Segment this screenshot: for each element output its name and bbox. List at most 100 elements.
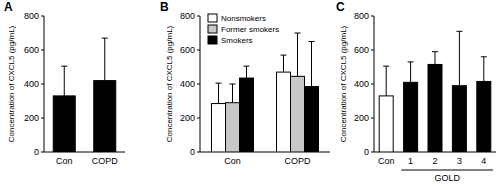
y-tick-label: 400 <box>24 79 39 89</box>
error-cap <box>216 83 222 84</box>
error-cap <box>456 31 462 32</box>
error-cap <box>295 33 301 34</box>
error-line <box>410 62 411 82</box>
y-tick-label: 200 <box>24 113 39 123</box>
error-line <box>459 31 460 85</box>
y-tick-label: 400 <box>180 79 195 89</box>
error-cap <box>244 66 250 67</box>
error-bar <box>61 66 67 96</box>
panel: C Concentration of CXCL5 (pg/mL) 0 200 400 60… <box>336 0 496 183</box>
y-tick-label: 0 <box>364 147 369 157</box>
y-tick-label: 600 <box>354 45 369 55</box>
legend-swatch <box>208 36 217 44</box>
y-tick <box>197 16 200 17</box>
x-tick-label: COPD <box>92 156 119 166</box>
y-tick <box>371 84 374 85</box>
legend-swatch <box>208 14 217 22</box>
y-tick-label: 0 <box>34 147 39 157</box>
y-axis-label: Concentration of CXCL5 (pg/mL) <box>339 25 348 142</box>
bar <box>212 104 226 152</box>
bar <box>291 76 305 152</box>
panel-label: A <box>4 0 13 14</box>
error-bar <box>216 83 222 103</box>
legend-label: Former smokers <box>221 25 279 34</box>
y-tick <box>371 152 374 153</box>
y-tick <box>41 118 44 119</box>
panel: B Concentration of CXCL5 (pg/mL) 0 200 400 60… <box>160 0 330 166</box>
x-tick-label: Con <box>378 156 395 166</box>
error-cap <box>408 61 414 62</box>
y-axis-label: Concentration of CXCL5 (pg/mL) <box>165 25 174 142</box>
bar <box>452 86 466 152</box>
error-bar <box>309 42 315 87</box>
error-line <box>246 66 247 78</box>
error-line <box>104 38 105 81</box>
error-bar <box>295 33 301 76</box>
error-cap <box>383 66 389 67</box>
bar <box>305 87 319 152</box>
error-line <box>64 66 65 96</box>
error-bar <box>244 66 250 78</box>
legend-swatch <box>208 25 217 33</box>
bar <box>53 96 75 152</box>
x-tick-label: Con <box>56 156 73 166</box>
legend: Nonsmokers Former smokers Smokers <box>208 14 279 45</box>
bar <box>477 81 491 152</box>
panel-label: B <box>160 0 169 14</box>
y-tick <box>371 118 374 119</box>
x-tick-label: COPD <box>284 156 311 166</box>
bar <box>94 81 116 152</box>
legend-label: Smokers <box>221 36 253 45</box>
y-tick <box>41 84 44 85</box>
error-line <box>232 84 233 103</box>
error-cap <box>281 55 287 56</box>
error-cap <box>432 51 438 52</box>
error-line <box>483 57 484 82</box>
y-tick <box>41 152 44 153</box>
bar <box>379 96 393 152</box>
y-tick <box>197 50 200 51</box>
y-axis-label: Concentration of CXCL5 (pg/mL) <box>7 25 16 142</box>
y-tick-label: 800 <box>180 11 195 21</box>
y-tick-label: 400 <box>354 79 369 89</box>
legend-label: Nonsmokers <box>221 14 266 23</box>
y-tick-label: 800 <box>24 11 39 21</box>
error-cap <box>102 38 108 39</box>
error-line <box>386 66 387 96</box>
group-bracket <box>401 170 493 171</box>
error-bar <box>432 52 438 65</box>
y-tick-label: 0 <box>190 147 195 157</box>
error-bar <box>408 62 414 82</box>
error-bar <box>481 57 487 82</box>
panel-label: C <box>336 0 345 14</box>
x-tick-label: 2 <box>432 156 437 166</box>
error-cap <box>481 56 487 57</box>
marks <box>379 31 491 152</box>
error-bar <box>102 38 108 81</box>
y-tick-label: 200 <box>180 113 195 123</box>
x-tick-label: Con <box>224 156 241 166</box>
y-tick-label: 200 <box>354 113 369 123</box>
error-line <box>283 55 284 72</box>
figure: AConcentration of CXCL5 (pg/mL)020040060… <box>0 0 500 186</box>
y-tick <box>197 84 200 85</box>
y-tick <box>41 16 44 17</box>
x-tick-label: 4 <box>481 156 486 166</box>
y-tick <box>41 50 44 51</box>
x-axis-label: GOLD <box>434 173 460 183</box>
marks <box>53 38 116 152</box>
error-line <box>435 52 436 65</box>
bar <box>240 78 254 152</box>
y-tick-label: 800 <box>354 11 369 21</box>
x-tick-label: 3 <box>457 156 462 166</box>
y-tick <box>371 16 374 17</box>
y-tick <box>197 118 200 119</box>
error-bar <box>383 66 389 96</box>
error-cap <box>61 66 67 67</box>
bar <box>428 64 442 152</box>
panel: AConcentration of CXCL5 (pg/mL)020040060… <box>4 0 125 166</box>
y-tick-label: 600 <box>180 45 195 55</box>
bar <box>277 72 291 152</box>
error-bar <box>281 55 287 72</box>
bar <box>226 103 240 152</box>
